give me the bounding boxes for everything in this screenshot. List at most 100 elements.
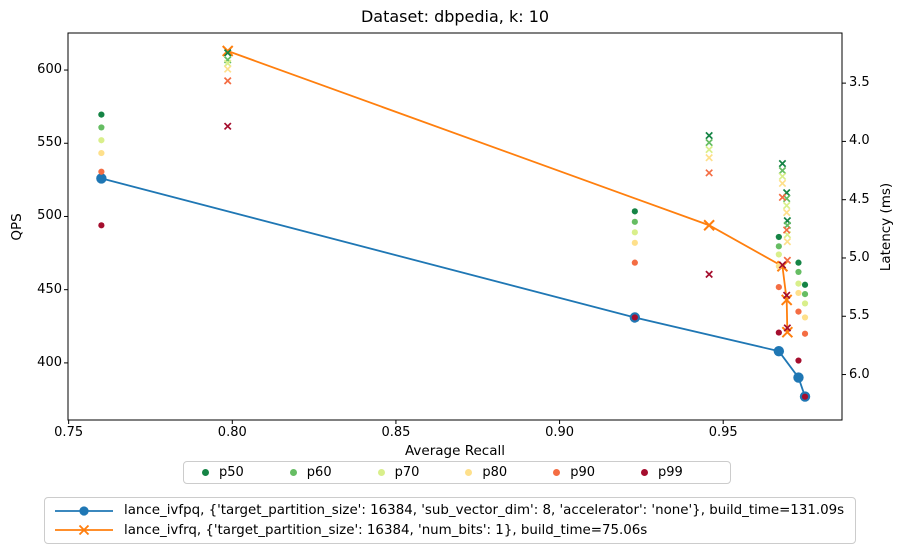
series-legend-item-ivfrq: lance_ivfrq, {'target_partition_size': 1…: [53, 521, 847, 541]
p50-ivfpq-dot: [631, 208, 638, 215]
p90-ivfpq-dot: [98, 168, 105, 175]
p50-ivfrq-x: [223, 49, 232, 57]
p80-marker-dot: [465, 469, 473, 476]
lance_ivfrq-point: [703, 219, 715, 231]
lance_ivfrq-line: [227, 50, 789, 333]
legend-item-p60: p60: [289, 465, 332, 480]
p60-ivfpq-dot: [801, 291, 809, 298]
p50-legend-label: p50: [219, 465, 244, 480]
p90-ivfrq-x: [782, 226, 791, 234]
p60-ivfpq-dot: [98, 124, 105, 131]
series-legend-item-ivfpq: lance_ivfpq, {'target_partition_size': 1…: [53, 501, 847, 521]
lance_ivfrq-point: [781, 326, 794, 338]
p80-ivfpq-dot: [801, 314, 809, 321]
x-tick-label: 0.95: [708, 425, 738, 440]
ivfpq-line-sample: [55, 506, 113, 516]
p80-ivfpq-dot: [631, 239, 638, 246]
lance_ivfpq-point: [773, 345, 785, 357]
p90-ivfpq-dot: [631, 259, 638, 266]
y-right-tick-label: 4.5: [849, 191, 870, 207]
p70-marker-dot: [377, 469, 385, 476]
lance_ivfrq-point: [222, 45, 234, 57]
p99-legend-label: p99: [657, 465, 683, 480]
p90-ivfpq-dot: [775, 284, 782, 291]
y-right-tick-label: 3.5: [849, 75, 870, 91]
p60-ivfrq-x: [705, 138, 713, 147]
p70-ivfpq-dot: [631, 229, 638, 236]
p50-ivfpq-dot: [801, 281, 809, 288]
p80-ivfrq-x: [782, 208, 791, 217]
p99-ivfpq-dot: [775, 329, 782, 336]
p70-ivfpq-dot: [795, 280, 802, 287]
p99-ivfpq-dot: [795, 357, 802, 364]
p60-ivfpq-dot: [631, 218, 638, 225]
y-left-tick-label: 400: [37, 354, 62, 370]
x-tick-label: 0.85: [381, 425, 411, 440]
p50-marker-dot: [202, 469, 209, 476]
x-tick-label: 0.80: [217, 425, 247, 440]
p80-ivfrq-x: [223, 65, 232, 73]
x-tick-label: 0.90: [545, 425, 575, 440]
p90-legend-label: p90: [570, 465, 595, 480]
p99-ivfrq-x: [778, 261, 787, 269]
p80-legend-label: p80: [482, 465, 508, 480]
y-left-tick-label: 500: [37, 208, 62, 224]
lance_ivfpq-point: [96, 173, 107, 184]
p99-ivfrq-x: [783, 324, 792, 332]
ivfrq-line-sample: [55, 525, 113, 536]
p60-marker-dot: [289, 469, 297, 476]
p80-ivfpq-dot: [98, 149, 105, 157]
p99-ivfpq-dot: [631, 314, 638, 321]
lance_ivfpq-line: [101, 177, 806, 397]
p60-legend-label: p60: [306, 465, 332, 480]
p90-ivfrq-x: [705, 169, 713, 177]
p50-ivfpq-dot: [775, 233, 782, 241]
p70-legend-label: p70: [394, 465, 420, 480]
lance_ivfrq-point: [780, 294, 793, 306]
ivfrq-sample-marker: [78, 525, 90, 536]
y-left-tick-label: 600: [37, 62, 62, 78]
y-right-tick-label: 5.5: [849, 308, 870, 324]
x-tick-label: 0.75: [54, 425, 84, 440]
p70-ivfpq-dot: [98, 137, 105, 144]
p90-ivfrq-x: [778, 193, 787, 202]
p60-ivfpq-dot: [795, 268, 802, 276]
p70-ivfrq-x: [223, 59, 232, 68]
ivfpq-sample-marker: [79, 506, 89, 516]
p99-ivfpq-dot: [98, 222, 105, 229]
p50-ivfpq-dot: [98, 111, 105, 118]
legend-item-p90: p90: [553, 465, 595, 480]
p90-marker-dot: [553, 469, 561, 476]
p99-ivfrq-x: [223, 122, 232, 131]
y-left-tick-label: 450: [37, 281, 62, 297]
legend-item-p50: p50: [202, 465, 244, 480]
p80-ivfrq-x: [783, 237, 792, 246]
series-legend-label-ivfrq: lance_ivfrq, {'target_partition_size': 1…: [124, 522, 648, 538]
p70-ivfpq-dot: [775, 251, 782, 258]
p50-ivfrq-x: [705, 131, 713, 140]
p50-ivfpq-dot: [795, 259, 802, 266]
p90-ivfpq-dot: [795, 308, 802, 315]
p90-ivfrq-x: [223, 76, 232, 85]
p60-ivfpq-dot: [775, 243, 782, 250]
legend-item-p70: p70: [377, 465, 420, 480]
y-right-tick-label: 4.0: [849, 133, 870, 149]
p80-ivfrq-x: [778, 179, 787, 188]
y-right-tick-label: 6.0: [849, 366, 870, 382]
y-left-tick-label: 550: [37, 135, 62, 151]
chart-title: Dataset: dbpedia, k: 10: [360, 7, 550, 26]
legend-item-p99: p99: [640, 465, 683, 480]
plot-border: [67, 32, 843, 421]
p99-ivfrq-x: [782, 291, 791, 300]
x-axis-label: Average Recall: [404, 443, 505, 459]
p70-ivfrq-x: [782, 201, 791, 210]
series-legend-label-ivfpq: lance_ivfpq, {'target_partition_size': 1…: [124, 503, 845, 519]
legend-item-p80: p80: [465, 465, 507, 480]
p99-ivfrq-x: [705, 270, 713, 279]
p80-ivfpq-dot: [795, 289, 802, 297]
p99-marker-dot: [640, 469, 648, 476]
p70-ivfrq-x: [705, 145, 713, 154]
p90-ivfpq-dot: [801, 330, 809, 337]
p50-ivfrq-x: [778, 159, 787, 168]
